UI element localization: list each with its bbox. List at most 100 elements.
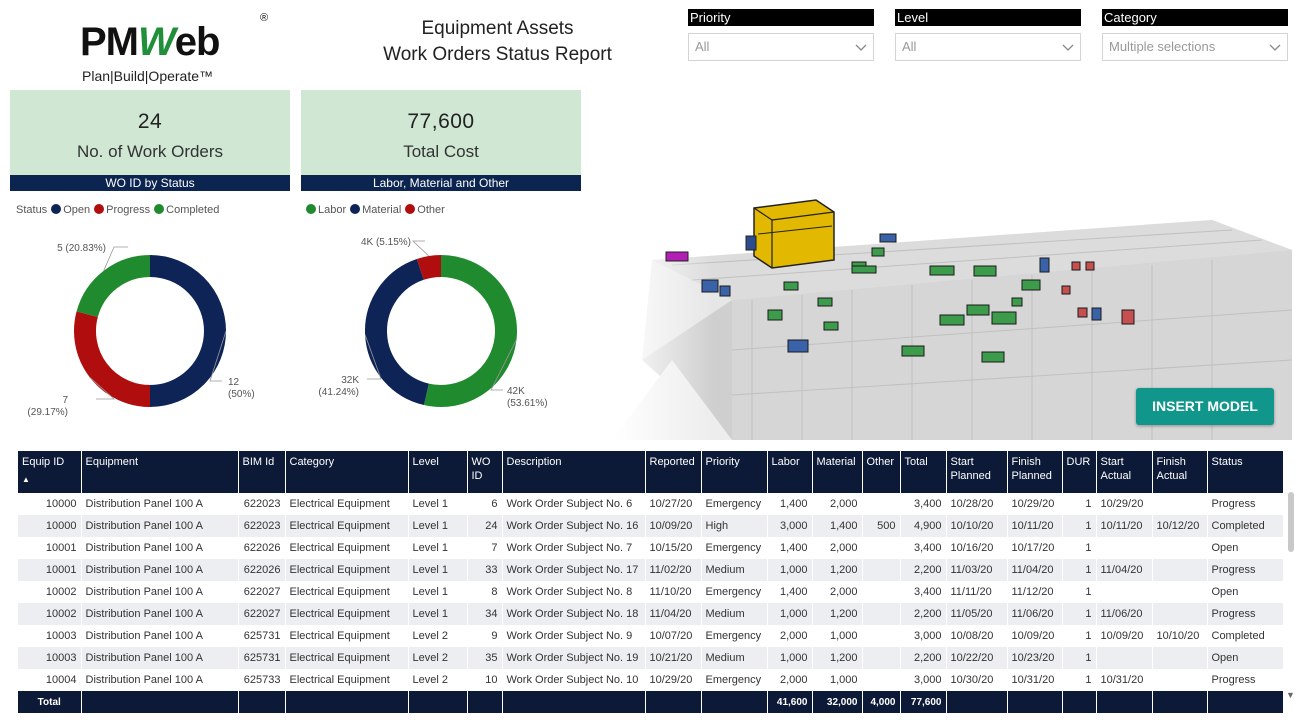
column-header-labor[interactable]: Labor xyxy=(767,451,813,493)
category-slicer-header: Category xyxy=(1102,9,1288,26)
donut-slice-open[interactable] xyxy=(149,255,226,407)
chart-title-cost-breakdown: Labor, Material and Other xyxy=(301,175,581,191)
table-cell-finish-planned: 10/29/20 xyxy=(1007,493,1063,515)
table-row[interactable]: 10003 Distribution Panel 100 A 625731 Elect… xyxy=(18,647,1284,669)
column-header-level[interactable]: Level xyxy=(408,451,468,493)
table-row[interactable]: 10002 Distribution Panel 100 A 622027 Elect… xyxy=(18,581,1284,603)
table-cell-finish-actual xyxy=(1152,603,1208,625)
table-cell-description: Work Order Subject No. 7 xyxy=(502,537,646,559)
column-header-finish-planned[interactable]: Finish Planned xyxy=(1007,451,1063,493)
kpi-card-work-orders: 24 No. of Work Orders xyxy=(10,90,290,176)
legend-label: Material xyxy=(362,204,402,216)
column-header-dur[interactable]: DUR xyxy=(1062,451,1097,493)
scrollbar-thumb[interactable] xyxy=(1288,492,1294,552)
legend-item-labor[interactable]: Labor xyxy=(306,204,346,216)
table-cell-labor: 3,000 xyxy=(767,515,813,537)
table-cell-equip-id: 10003 xyxy=(18,625,82,647)
table-cell-material: 1,000 xyxy=(812,669,863,691)
total-cell-category xyxy=(285,691,409,713)
table-cell-finish-actual xyxy=(1152,493,1208,515)
table-cell-dur: 1 xyxy=(1062,625,1097,647)
column-header-wo-id[interactable]: WO ID xyxy=(467,451,503,493)
total-cell-finish-actual xyxy=(1152,691,1208,713)
table-cell-bim-id: 622026 xyxy=(238,537,286,559)
chevron-down-icon xyxy=(855,44,867,51)
table-row[interactable]: 10000 Distribution Panel 100 A 622023 Elect… xyxy=(18,493,1284,515)
column-header-other[interactable]: Other xyxy=(862,451,901,493)
donut-slice-completed[interactable] xyxy=(76,255,151,318)
table-cell-bim-id: 622026 xyxy=(238,559,286,581)
legend-item-completed[interactable]: Completed xyxy=(154,204,219,216)
column-header-category[interactable]: Category xyxy=(285,451,409,493)
column-header-equipment[interactable]: Equipment xyxy=(81,451,239,493)
column-header-bim-id[interactable]: BIM Id xyxy=(238,451,286,493)
legend-item-progress[interactable]: Progress xyxy=(94,204,150,216)
legend-item-open[interactable]: Open xyxy=(51,204,90,216)
table-cell-finish-actual xyxy=(1152,647,1208,669)
kpi-total-cost-label: Total Cost xyxy=(403,142,479,161)
table-cell-dur: 1 xyxy=(1062,647,1097,669)
legend-label: Open xyxy=(63,204,91,216)
table-cell-other xyxy=(862,537,901,559)
legend-item-material[interactable]: Material xyxy=(350,204,401,216)
table-row[interactable]: 10001 Distribution Panel 100 A 622026 Elect… xyxy=(18,537,1284,559)
report-title: Equipment Assets Work Orders Status Repo… xyxy=(370,16,625,68)
table-cell-level: Level 1 xyxy=(408,537,468,559)
table-cell-category: Electrical Equipment xyxy=(285,625,409,647)
column-header-equip-id[interactable]: Equip ID ▲ xyxy=(18,451,82,493)
column-header-start-actual[interactable]: Start Actual xyxy=(1096,451,1153,493)
level-dropdown[interactable]: All xyxy=(895,33,1081,61)
table-cell-finish-planned: 10/09/20 xyxy=(1007,625,1063,647)
table-row[interactable]: 10000 Distribution Panel 100 A 622023 Elect… xyxy=(18,515,1284,537)
table-row[interactable]: 10001 Distribution Panel 100 A 622026 Elect… xyxy=(18,559,1284,581)
column-header-priority[interactable]: Priority xyxy=(701,451,768,493)
column-header-total[interactable]: Total xyxy=(900,451,947,493)
donut-slice-labor[interactable] xyxy=(423,255,517,407)
table-cell-reported: 10/09/20 xyxy=(645,515,702,537)
priority-dropdown[interactable]: All xyxy=(688,33,874,61)
work-orders-table: Equip ID ▲ Equipment BIM Id Category Level WO … xyxy=(18,451,1284,716)
table-cell-status: Completed xyxy=(1207,515,1284,537)
total-cell-total: 77,600 xyxy=(900,691,947,713)
scroll-down-icon[interactable]: ▼ xyxy=(1286,690,1295,700)
data-label-leader-line xyxy=(209,330,227,382)
category-dropdown[interactable]: Multiple selections xyxy=(1102,33,1288,61)
table-cell-status: Progress xyxy=(1207,493,1284,515)
donut-slice-other[interactable] xyxy=(416,255,442,280)
column-header-status[interactable]: Status xyxy=(1207,451,1284,493)
column-header-label: DUR xyxy=(1066,456,1091,468)
table-cell-other xyxy=(862,559,901,581)
table-cell-material: 1,000 xyxy=(812,625,863,647)
table-cell-start-actual xyxy=(1096,537,1153,559)
total-cell-equipment xyxy=(81,691,239,713)
table-row[interactable]: 10003 Distribution Panel 100 A 625731 Elect… xyxy=(18,625,1284,647)
table-cell-reported: 11/02/20 xyxy=(645,559,702,581)
donut-slice-material[interactable] xyxy=(365,258,430,406)
donut-slice-progress[interactable] xyxy=(74,311,151,407)
column-header-finish-actual[interactable]: Finish Actual xyxy=(1152,451,1208,493)
column-header-reported[interactable]: Reported xyxy=(645,451,702,493)
table-cell-bim-id: 622027 xyxy=(238,603,286,625)
table-cell-level: Level 1 xyxy=(408,493,468,515)
table-cell-equipment: Distribution Panel 100 A xyxy=(81,625,239,647)
table-scrollbar[interactable]: ▼ xyxy=(1285,480,1297,700)
work-orders-table-grid: Equip ID ▲ Equipment BIM Id Category Level WO … xyxy=(18,451,1284,713)
insert-model-button[interactable]: INSERT MODEL xyxy=(1136,388,1274,425)
table-cell-material: 2,000 xyxy=(812,581,863,603)
column-header-material[interactable]: Material xyxy=(812,451,863,493)
table-cell-total: 2,200 xyxy=(900,603,947,625)
column-header-label: Other xyxy=(866,456,895,468)
sort-ascending-icon[interactable]: ▲ xyxy=(22,475,30,484)
column-header-description[interactable]: Description xyxy=(502,451,646,493)
table-cell-equipment: Distribution Panel 100 A xyxy=(81,537,239,559)
cost-donut-chart: 42K (53.61%) 32K (41.24%) 4K (5.15%) xyxy=(318,237,547,409)
legend-item-other[interactable]: Other xyxy=(405,204,445,216)
cost-legend: Labor Material Other xyxy=(306,204,449,216)
table-cell-description: Work Order Subject No. 18 xyxy=(502,603,646,625)
table-row[interactable]: 10002 Distribution Panel 100 A 622027 Elect… xyxy=(18,603,1284,625)
column-header-start-planned[interactable]: Start Planned xyxy=(946,451,1008,493)
total-cell-wo-id xyxy=(467,691,503,713)
table-row[interactable]: 10004 Distribution Panel 100 A 625733 Elect… xyxy=(18,669,1284,691)
table-cell-equipment: Distribution Panel 100 A xyxy=(81,669,239,691)
